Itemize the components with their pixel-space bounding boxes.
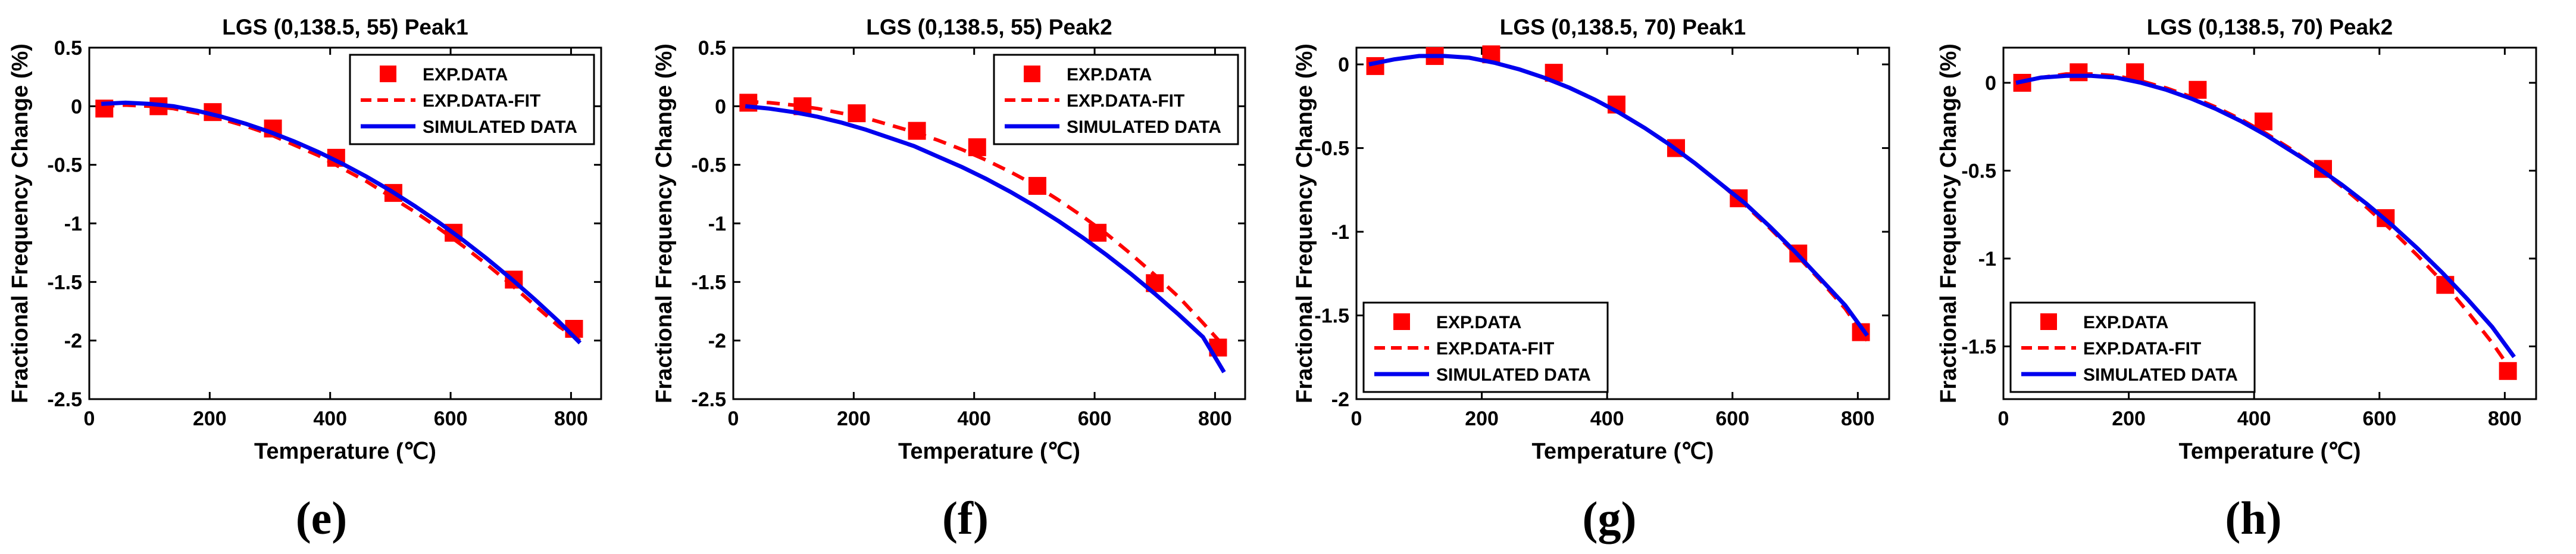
- plot-frame: [1355, 46, 1890, 400]
- legend-label: SIMULATED DATA: [1067, 117, 1221, 137]
- caption-e: (e): [295, 492, 348, 544]
- y-tick-label: -1.5: [1314, 305, 1349, 328]
- x-tick-label: 0: [1998, 407, 2009, 430]
- x-tick-label: 400: [2237, 407, 2271, 430]
- y-tick-label: 0: [1985, 72, 1996, 95]
- x-tick-label: 400: [1590, 407, 1624, 430]
- exp-data-point: [2254, 112, 2272, 130]
- x-axis-label: Temperature (℃): [1532, 439, 1714, 464]
- y-tick-label: -1: [1331, 221, 1349, 244]
- y-tick-label: -2.5: [691, 388, 726, 411]
- y-tick-label: 0: [71, 95, 82, 118]
- y-tick-label: 0: [715, 95, 726, 118]
- chart-g: LGS (0,138.5, 70) Peak1 0 200 400 600 800 -2 -1…: [1292, 15, 1890, 464]
- y-tick-label: -1: [708, 213, 726, 235]
- panel-h: LGS (0,138.5, 70) Peak2 0 200 400 600 800 -1.5…: [1932, 0, 2576, 554]
- legend-label: EXP.DATA-FIT: [1436, 339, 1554, 359]
- exp-data-point: [968, 138, 986, 157]
- chart-h: LGS (0,138.5, 70) Peak2 0 200 400 600 800 -1.5…: [1936, 15, 2537, 464]
- y-tick-label: -2: [1331, 388, 1349, 411]
- x-tick-label: 200: [837, 407, 871, 430]
- x-axis-label: Temperature (℃): [898, 439, 1080, 464]
- plot-frame: [2002, 46, 2537, 400]
- panel-g: LGS (0,138.5, 70) Peak1 0 200 400 600 800 -2 -1…: [1288, 0, 1932, 554]
- y-tick-label: 0.5: [698, 37, 726, 60]
- legend-marker-exp: [380, 66, 396, 82]
- x-tick-label: 200: [193, 407, 227, 430]
- y-tick-label: -1: [64, 213, 82, 235]
- simulated-line: [101, 100, 582, 345]
- legend-marker-exp: [1393, 313, 1410, 330]
- x-tick-label: 0: [84, 407, 95, 430]
- x-tick-label: 0: [1351, 407, 1362, 430]
- legend-label: EXP.DATA: [423, 65, 508, 85]
- y-tick-label: 0: [1338, 54, 1349, 76]
- x-tick-label: 0: [728, 407, 739, 430]
- y-tick-label: -1.5: [691, 271, 726, 294]
- x-tick-label: 600: [1078, 407, 1112, 430]
- x-tick-label: 600: [434, 407, 468, 430]
- chart-f: LGS (0,138.5, 55) Peak2 0 200 400 600 800 -2.5…: [652, 15, 1246, 464]
- chart-e: LGS (0,138.5, 55) Peak1 0 200 400 600 800 -2.5…: [8, 15, 602, 464]
- x-tick-label: 400: [313, 407, 347, 430]
- y-tick-label: -1: [1978, 248, 1996, 270]
- y-tick-label: -2.5: [47, 388, 82, 411]
- legend: EXP.DATA EXP.DATA-FIT SIMULATED DATA: [349, 54, 595, 145]
- chart-title: LGS (0,138.5, 55) Peak2: [866, 15, 1112, 39]
- y-tick-label: -0.5: [691, 154, 726, 177]
- y-tick-label: -2: [708, 330, 726, 353]
- panel-f: LGS (0,138.5, 55) Peak2 0 200 400 600 800 -2.5…: [644, 0, 1288, 554]
- simulated-line: [1368, 54, 1869, 337]
- chart-title: LGS (0,138.5, 70) Peak2: [2147, 15, 2393, 39]
- panel-e: LGS (0,138.5, 55) Peak1 0 200 400 600 800 -2.5…: [0, 0, 644, 554]
- legend-marker-exp: [1024, 66, 1040, 82]
- y-axis-label: Fractional Frequency Change (%): [652, 43, 677, 403]
- x-axis-label: Temperature (℃): [254, 439, 436, 464]
- y-axis-label: Fractional Frequency Change (%): [1292, 43, 1317, 403]
- y-tick-label: -2: [64, 330, 82, 353]
- x-axis-label: Temperature (℃): [2179, 439, 2361, 464]
- legend-label: EXP.DATA-FIT: [1067, 91, 1184, 111]
- x-tick-label: 800: [2488, 407, 2522, 430]
- legend-label: EXP.DATA: [1067, 65, 1152, 85]
- legend-label: SIMULATED DATA: [2083, 365, 2238, 385]
- simulated-line: [2015, 73, 2516, 359]
- caption-h: (h): [2225, 492, 2282, 544]
- x-tick-label: 800: [1198, 407, 1232, 430]
- x-tick-label: 800: [1841, 407, 1875, 430]
- y-tick-label: -1.5: [1961, 336, 1996, 359]
- x-tick-label: 800: [554, 407, 588, 430]
- exp-data-point: [908, 122, 926, 140]
- simulated-line: [745, 104, 1226, 374]
- legend-marker-exp: [2040, 313, 2057, 330]
- x-tick-label: 600: [1715, 407, 1749, 430]
- legend-label: SIMULATED DATA: [423, 117, 577, 137]
- y-axis-label: Fractional Frequency Change (%): [8, 43, 33, 403]
- legend: EXP.DATA EXP.DATA-FIT SIMULATED DATA: [2009, 301, 2256, 393]
- legend: EXP.DATA EXP.DATA-FIT SIMULATED DATA: [1362, 301, 1609, 393]
- exp-data-point: [848, 104, 866, 123]
- y-tick-label: 0.5: [54, 37, 82, 60]
- exp-data-point: [2499, 362, 2517, 380]
- chart-title: LGS (0,138.5, 70) Peak1: [1500, 15, 1746, 39]
- x-tick-label: 200: [2112, 407, 2146, 430]
- chart-title: LGS (0,138.5, 55) Peak1: [222, 15, 468, 39]
- legend-label: EXP.DATA-FIT: [2083, 339, 2201, 359]
- y-axis-label: Fractional Frequency Change (%): [1936, 43, 1961, 403]
- legend-label: EXP.DATA-FIT: [423, 91, 540, 111]
- legend: EXP.DATA EXP.DATA-FIT SIMULATED DATA: [993, 54, 1239, 145]
- y-tick-label: -1.5: [47, 271, 82, 294]
- legend-label: SIMULATED DATA: [1436, 365, 1591, 385]
- caption-f: (f): [942, 492, 989, 544]
- y-tick-label: -0.5: [1961, 160, 1996, 183]
- x-tick-label: 600: [2362, 407, 2396, 430]
- legend-label: EXP.DATA: [1436, 313, 1521, 332]
- legend-label: EXP.DATA: [2083, 313, 2168, 332]
- x-tick-label: 400: [957, 407, 991, 430]
- x-tick-label: 200: [1465, 407, 1499, 430]
- y-tick-label: -0.5: [1314, 138, 1349, 160]
- y-tick-label: -0.5: [47, 154, 82, 177]
- caption-g: (g): [1582, 492, 1637, 544]
